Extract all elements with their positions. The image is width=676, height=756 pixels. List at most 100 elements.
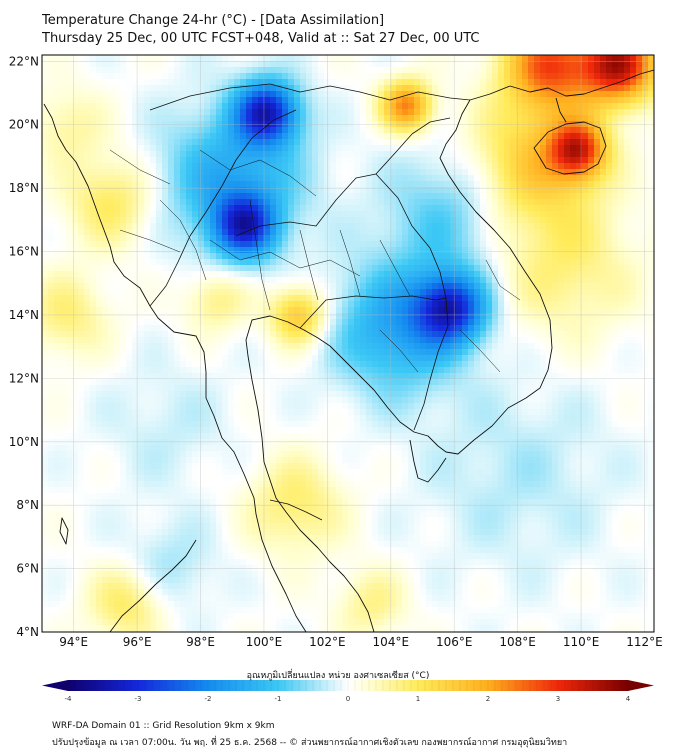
field-cell: [330, 295, 337, 302]
field-cell: [432, 97, 439, 104]
field-cell: [462, 163, 469, 170]
field-cell: [546, 265, 553, 272]
field-cell: [234, 193, 241, 200]
field-cell: [408, 181, 415, 188]
field-cell: [540, 241, 547, 248]
field-cell: [552, 301, 559, 308]
field-cell: [318, 181, 325, 188]
field-cell: [456, 265, 463, 272]
field-cell: [78, 247, 85, 254]
field-cell: [258, 199, 265, 206]
field-cell: [258, 187, 265, 194]
field-cell: [132, 301, 139, 308]
field-cell: [264, 265, 271, 272]
field-cell: [390, 289, 397, 296]
field-cell: [234, 91, 241, 98]
field-cell: [480, 271, 487, 278]
field-cell: [66, 289, 73, 296]
field-cell: [456, 79, 463, 86]
field-cell: [408, 319, 415, 326]
field-cell: [456, 253, 463, 260]
field-cell: [108, 343, 115, 350]
field-cell: [594, 73, 601, 80]
field-cell: [642, 169, 649, 176]
field-cell: [294, 235, 301, 242]
field-cell: [396, 259, 403, 266]
field-cell: [306, 253, 313, 260]
field-cell: [54, 157, 61, 164]
field-cell: [378, 115, 385, 122]
field-cell: [330, 343, 337, 350]
field-cell: [480, 151, 487, 158]
field-cell: [468, 55, 475, 62]
field-cell: [600, 127, 607, 134]
field-cell: [174, 109, 181, 116]
field-cell: [588, 307, 595, 314]
field-cell: [108, 277, 115, 284]
field-cell: [192, 187, 199, 194]
field-cell: [504, 145, 511, 152]
field-cell: [222, 223, 229, 230]
field-cell: [378, 103, 385, 110]
field-cell: [444, 133, 451, 140]
field-cell: [648, 331, 654, 338]
field-cell: [306, 181, 313, 188]
field-cell: [252, 115, 259, 122]
field-cell: [150, 61, 157, 68]
field-cell: [498, 217, 505, 224]
field-cell: [354, 91, 361, 98]
field-cell: [312, 247, 319, 254]
field-cell: [348, 55, 355, 62]
field-cell: [270, 139, 277, 146]
field-cell: [564, 97, 571, 104]
field-cell: [84, 97, 91, 104]
field-cell: [420, 139, 427, 146]
field-cell: [618, 313, 625, 320]
field-cell: [198, 277, 205, 284]
field-cell: [492, 295, 499, 302]
field-cell: [564, 331, 571, 338]
field-cell: [42, 175, 49, 182]
field-cell: [462, 295, 469, 302]
field-cell: [522, 319, 529, 326]
field-cell: [582, 151, 589, 158]
field-cell: [108, 241, 115, 248]
field-cell: [210, 187, 217, 194]
field-cell: [252, 295, 259, 302]
field-cell: [564, 199, 571, 206]
field-cell: [468, 235, 475, 242]
field-cell: [198, 61, 205, 68]
field-cell: [606, 187, 613, 194]
field-cell: [642, 163, 649, 170]
field-cell: [402, 205, 409, 212]
field-cell: [510, 61, 517, 68]
field-cell: [168, 115, 175, 122]
field-cell: [198, 103, 205, 110]
field-cell: [480, 55, 487, 62]
field-cell: [390, 73, 397, 80]
field-cell: [174, 241, 181, 248]
field-cell: [342, 157, 349, 164]
field-cell: [156, 205, 163, 212]
field-cell: [330, 67, 337, 74]
field-cell: [204, 121, 211, 128]
field-cell: [438, 337, 445, 344]
field-cell: [180, 145, 187, 152]
field-cell: [600, 151, 607, 158]
field-cell: [390, 223, 397, 230]
field-cell: [474, 205, 481, 212]
field-cell: [516, 199, 523, 206]
field-cell: [534, 229, 541, 236]
field-cell: [456, 271, 463, 278]
field-cell: [174, 259, 181, 266]
field-cell: [318, 97, 325, 104]
field-cell: [594, 157, 601, 164]
field-cell: [186, 91, 193, 98]
field-cell: [402, 301, 409, 308]
field-cell: [366, 121, 373, 128]
field-cell: [252, 187, 259, 194]
field-cell: [72, 289, 79, 296]
field-cell: [84, 247, 91, 254]
field-cell: [90, 91, 97, 98]
field-cell: [366, 319, 373, 326]
